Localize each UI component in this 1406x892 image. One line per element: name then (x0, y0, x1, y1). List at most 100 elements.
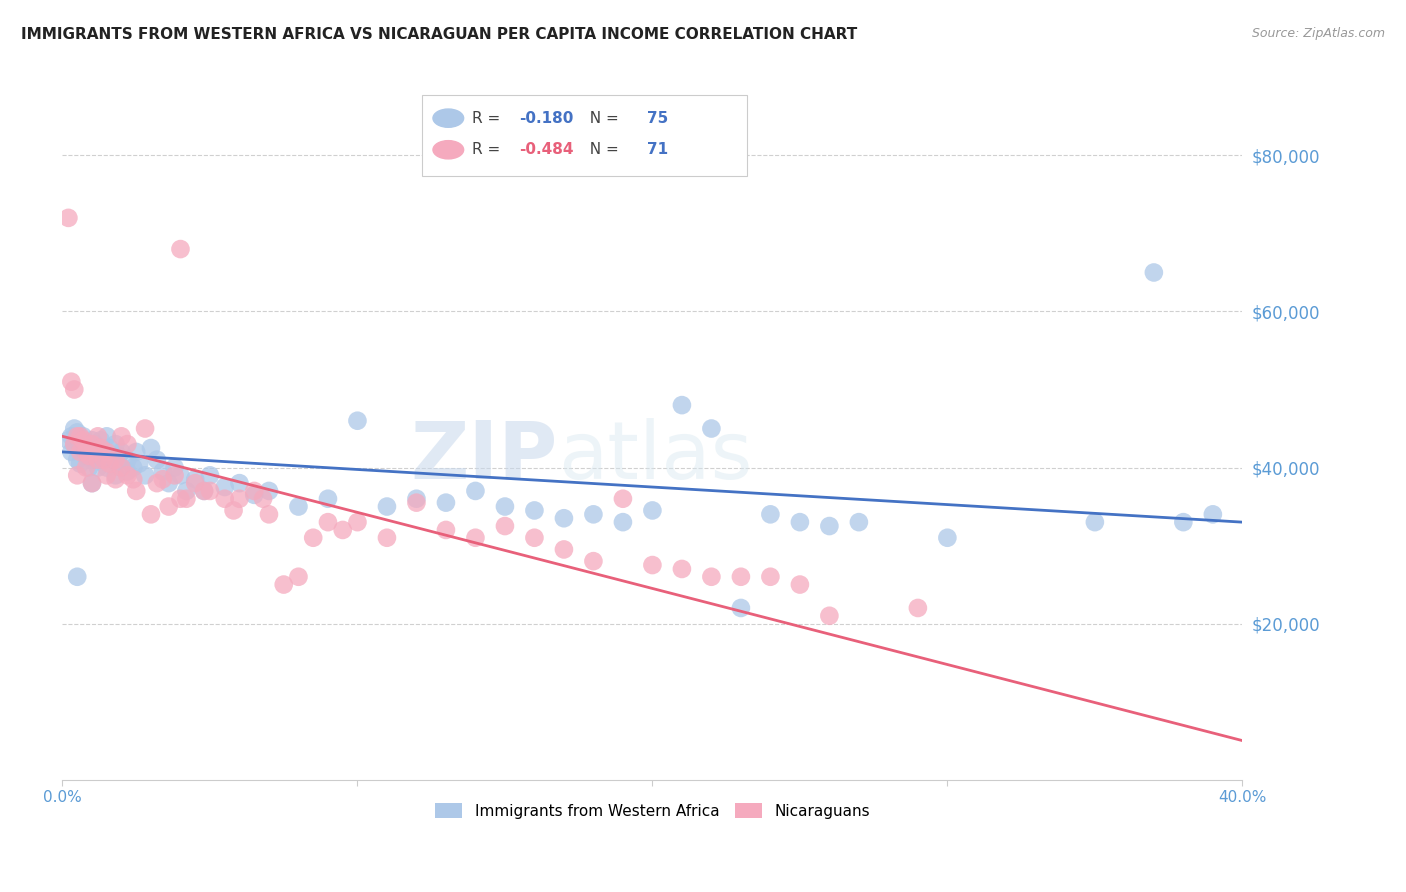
Point (730, 570, 752, 584)
Point (1143, 265, 1166, 279)
Point (730, 601, 752, 615)
Point (184, 476, 207, 491)
Point (96, 468, 118, 483)
Point (157, 500, 180, 514)
Point (252, 491, 274, 506)
Point (117, 465, 139, 479)
Point (316, 491, 339, 506)
Point (146, 476, 169, 491)
Point (84, 445, 107, 459)
Point (84, 437, 107, 451)
Point (198, 483, 221, 498)
Point (907, 601, 929, 615)
Text: N =: N = (581, 142, 624, 157)
Point (93, 452, 115, 467)
Point (101, 452, 124, 467)
Point (1202, 508, 1225, 522)
Point (214, 480, 236, 494)
Point (66, 570, 89, 584)
Point (228, 491, 250, 506)
Point (125, 483, 148, 498)
Point (69, 429, 91, 443)
Point (169, 242, 191, 256)
Point (152, 465, 174, 479)
Text: N =: N = (581, 111, 624, 126)
Point (69, 457, 91, 471)
Point (464, 531, 486, 545)
Point (60, 429, 83, 443)
Point (700, 421, 723, 435)
Point (273, 577, 295, 591)
Point (80, 452, 103, 467)
Point (66, 425, 89, 440)
Point (789, 515, 811, 529)
Point (96, 445, 118, 459)
Point (80, 476, 103, 491)
Point (75, 437, 97, 451)
Point (75, 445, 97, 459)
Point (58, 434, 80, 448)
Point (125, 445, 148, 459)
Point (72, 429, 94, 443)
Point (582, 508, 605, 522)
Point (523, 503, 546, 517)
FancyBboxPatch shape (422, 95, 747, 176)
Point (1084, 515, 1107, 529)
Point (146, 452, 169, 467)
Point (176, 483, 198, 498)
Point (66, 429, 89, 443)
Point (848, 515, 870, 529)
Point (759, 570, 782, 584)
Point (98, 457, 121, 471)
Point (87, 460, 110, 475)
Point (193, 483, 215, 498)
Point (69, 437, 91, 451)
Point (152, 472, 174, 486)
Point (163, 468, 186, 483)
Point (139, 508, 162, 522)
Point (63, 437, 86, 451)
Point (163, 460, 186, 475)
Point (671, 562, 693, 576)
Point (257, 508, 280, 522)
Point (80, 476, 103, 491)
Point (87, 429, 110, 443)
Point (117, 452, 139, 467)
Point (184, 472, 207, 486)
Point (316, 515, 339, 529)
Legend: Immigrants from Western Africa, Nicaraguans: Immigrants from Western Africa, Nicaragu… (429, 797, 876, 824)
Text: -0.484: -0.484 (519, 142, 574, 157)
Point (332, 523, 354, 537)
Point (90, 441, 112, 455)
Text: ZIP: ZIP (411, 417, 558, 496)
Point (104, 472, 127, 486)
Point (375, 531, 398, 545)
Point (494, 500, 516, 514)
Point (80, 437, 103, 451)
Point (612, 491, 634, 506)
Point (176, 491, 198, 506)
Text: R =: R = (472, 142, 505, 157)
Point (63, 421, 86, 435)
Point (936, 531, 959, 545)
Point (346, 414, 368, 428)
Point (641, 503, 664, 517)
Point (87, 452, 110, 467)
Point (87, 445, 110, 459)
Point (169, 491, 191, 506)
Point (110, 460, 132, 475)
Circle shape (433, 109, 464, 128)
Point (157, 476, 180, 491)
Point (405, 495, 427, 509)
Point (110, 429, 132, 443)
Point (90, 434, 112, 448)
Point (128, 457, 150, 471)
Point (582, 554, 605, 568)
Text: Source: ZipAtlas.com: Source: ZipAtlas.com (1251, 27, 1385, 40)
Point (464, 483, 486, 498)
Text: -0.180: -0.180 (519, 111, 574, 126)
Point (84, 449, 107, 463)
Point (110, 445, 132, 459)
Point (346, 515, 368, 529)
Point (80, 434, 103, 448)
